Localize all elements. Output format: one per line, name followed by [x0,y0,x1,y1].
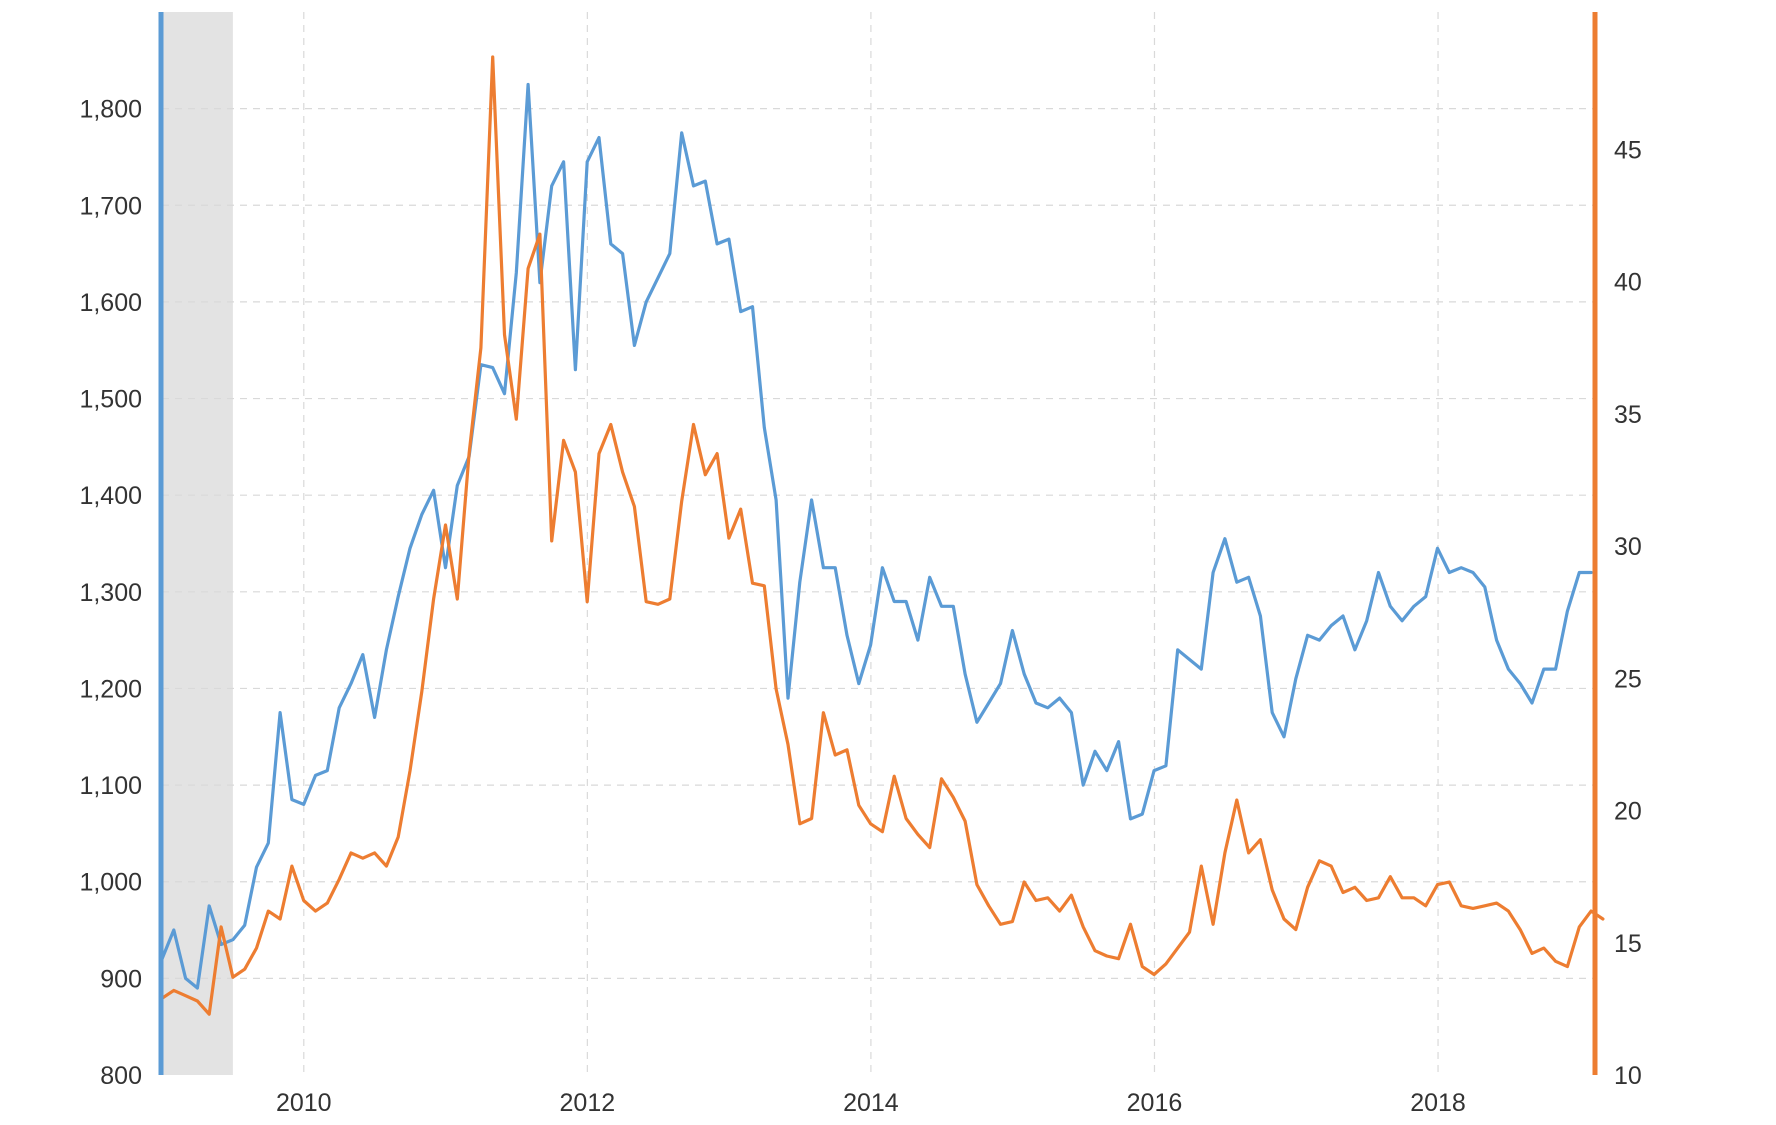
y-left-tick-label: 1,500 [79,386,142,414]
tick-labels-layer: 800 900 1,000 1,100 1,200 1,300 1,400 1,500 1,60… [79,96,1641,1117]
y-right-tick-label: 20 [1614,798,1642,826]
y-right-tick-label: 25 [1614,665,1642,693]
y-right-tick-label: 40 [1614,269,1642,297]
y-left-tick-label: 1,200 [79,675,142,703]
y-left-tick-label: 1,800 [79,96,142,124]
x-tick-label: 2012 [560,1089,616,1117]
y-right-tick-label: 30 [1614,533,1642,561]
series-line-right-axis [160,55,1605,1016]
recession-shading [162,12,233,1075]
y-left-tick-label: 1,400 [79,482,142,510]
y-right-tick-label: 35 [1614,401,1642,429]
recession-band-layer [162,12,233,1075]
y-left-tick-label: 1,300 [79,579,142,607]
series-line-left-axis [160,82,1593,990]
y-left-tick-label: 800 [100,1062,142,1090]
x-tick-label: 2014 [843,1089,899,1117]
y-right-tick-label: 15 [1614,930,1642,958]
axes-layer [158,12,1598,1075]
y-left-tick-label: 900 [100,965,142,993]
x-tick-label: 2018 [1410,1089,1466,1117]
x-tick-label: 2010 [276,1089,332,1117]
series-layer [160,55,1605,1016]
x-tick-label: 2016 [1127,1089,1183,1117]
y-left-tick-label: 1,100 [79,772,142,800]
y-right-tick-label: 10 [1614,1062,1642,1090]
y-right-tick-label: 45 [1614,137,1642,165]
y-left-tick-label: 1,700 [79,192,142,220]
y-left-tick-label: 1,000 [79,869,142,897]
y-left-tick-label: 1,600 [79,289,142,317]
